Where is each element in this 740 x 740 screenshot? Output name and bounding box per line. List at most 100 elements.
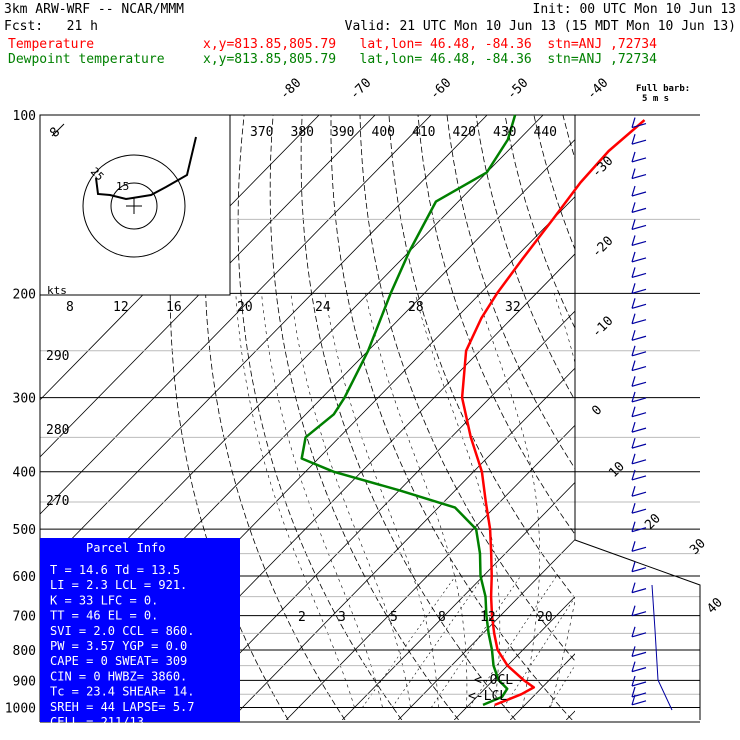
wind-barb-flag [631,421,636,433]
dry-adiabat [446,115,575,470]
wind-barb-flag [631,486,636,497]
wind-barb [631,288,647,294]
wind-barb-flag [631,151,636,163]
dewpoint-location: x,y=813.85,805.79 lat,lon= 46.48, -84.36… [203,52,657,67]
pressure-label: 100 [13,109,36,124]
wind-barb-flag [631,345,636,357]
wind-barb [631,224,647,230]
isotherm-line [229,367,575,720]
wind-barb [631,157,647,163]
model-title: 3km ARW-WRF -- NCAR/MMM [4,2,185,17]
isotherm-line [453,596,575,720]
moist-adiabat [414,293,501,708]
forecast-hour: Fcst: 21 h [4,19,98,34]
hodograph-trace [95,136,197,201]
hodograph-speed-label: 8 [66,300,74,315]
wind-barb [631,351,647,357]
wind-barb-flag [631,330,636,341]
profile-layer [300,114,646,707]
mixing-ratio-label: 5 [390,610,398,625]
wind-barb [631,335,647,341]
theta-e-label: 440 [534,125,557,140]
dry-adiabat [562,115,575,161]
isotherm-label: 40 [704,595,726,617]
mixing-ratio-label: 12 [480,610,496,625]
wind-barb-flag [631,117,636,128]
isotherm-line [40,115,432,515]
wind-barb [631,257,647,263]
wind-barb [631,191,647,197]
wind-barb-flag [631,661,636,672]
dry-adiabat-label: 290 [46,349,69,364]
hodograph-speed-label: 12 [113,300,129,315]
wind-barb-flag [631,219,636,230]
dry-adiabat [269,115,459,720]
wind-barb-flag [631,521,636,532]
mixing-ratio-label: 2 [298,610,306,625]
mixing-ratio-label: 3 [338,610,346,625]
theta-e-label: 410 [412,125,435,140]
parcel-info-row: SREH = 44 LAPSE= 5.7 [50,700,195,714]
wind-barb [631,303,647,309]
moist-adiabat [476,293,540,708]
isotherm-label: -20 [589,234,616,261]
mixing-ratio-line [469,575,557,708]
isotherm-label: -40 [584,76,611,103]
wind-barb [631,240,647,246]
dry-adiabat [708,115,740,720]
wind-barb [631,651,647,657]
wind-barb [631,139,647,145]
wind-barb [631,475,647,481]
dry-adiabat [417,115,575,536]
isotherm-line [285,424,575,720]
hodograph-frame [39,114,231,296]
pressure-label: 800 [13,644,36,659]
hodograph-tick [51,123,65,137]
wind-barb-flag [631,437,636,449]
mixing-ratio-label: 20 [537,610,553,625]
isotherm-line [40,115,488,572]
hodograph-speed-label: 28 [408,300,424,315]
wind-barb-flag [631,202,636,213]
parcel-info-row: T = 14.6 Td = 13.5 [50,563,180,577]
isotherm-label: 10 [606,459,628,481]
dry-adiabat [650,115,740,720]
wind-barb-flag [631,646,636,657]
isotherm-line [622,115,740,720]
wind-barb [631,508,647,514]
dry-adiabat-label: 270 [46,494,69,509]
hodograph-ring [82,154,186,258]
dry-adiabat [204,115,346,720]
isotherm-line [40,115,376,458]
hodograph-ring [110,182,158,230]
parcel-info-background [40,538,240,722]
wind-barb [631,681,647,687]
parcel-info-row: CAPE = 0 SWEAT= 309 [50,654,187,668]
moist-adiabat [579,293,651,707]
wind-barb-flag [631,267,636,278]
wind-barb-flag [631,626,636,638]
moist-adiabat [290,293,411,708]
mixing-ratio-label: 8 [438,610,446,625]
isotherm-label: -60 [427,76,454,103]
dry-adiabat-label: 280 [46,423,69,438]
wind-barb-flag [631,133,636,145]
mixing-ratio-line [391,575,484,708]
wind-barb-flag [631,582,636,593]
parcel-info-row: LI = 2.3 LCL = 921. [50,578,187,592]
isotherm-label: -70 [347,76,374,103]
isotherm-line [397,539,575,720]
moist-adiabat [607,293,727,707]
wind-barb [631,700,647,706]
parcel-info-row: CELL = 211/13 [50,715,144,729]
theta-e-label: 370 [250,125,273,140]
mixing-ratio-line [548,664,575,708]
theta-e-label: 380 [291,125,314,140]
wind-barb-flag [631,298,636,309]
mixing-ratio-line [503,596,575,708]
parcel-info-row: TT = 46 EL = 0. [50,609,158,623]
wind-barb-flag [631,235,636,246]
moist-adiabat [235,293,355,708]
